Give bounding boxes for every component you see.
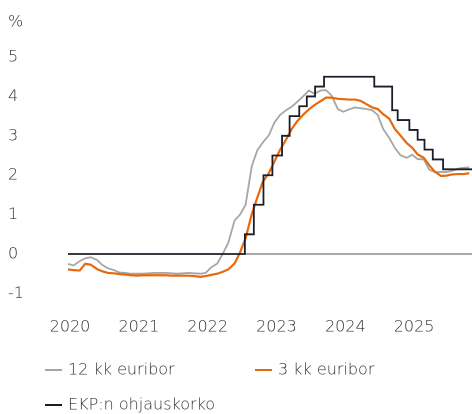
y-tick-label: 5 bbox=[8, 47, 18, 66]
legend-label: 12 kk euribor bbox=[68, 360, 175, 379]
y-tick-label: 3 bbox=[8, 125, 18, 144]
legend-label: EKP:n ohjauskorko bbox=[68, 395, 215, 414]
series-line bbox=[67, 96, 470, 278]
y-axis-label: % bbox=[8, 12, 23, 31]
x-tick-label: 2024 bbox=[325, 317, 366, 336]
x-tick-label: 2020 bbox=[50, 317, 91, 336]
x-tick-label: 2023 bbox=[256, 317, 297, 336]
x-tick-label: 2022 bbox=[187, 317, 228, 336]
y-tick-label: -1 bbox=[8, 283, 24, 302]
x-tick-label: 2021 bbox=[118, 317, 159, 336]
series-line bbox=[68, 75, 472, 255]
legend-label: 3 kk euribor bbox=[278, 360, 375, 379]
y-tick-label: 4 bbox=[8, 86, 18, 105]
y-tick-label: 0 bbox=[8, 244, 18, 263]
x-tick-label: 2025 bbox=[394, 317, 435, 336]
y-tick-label: 1 bbox=[8, 204, 18, 223]
series-line bbox=[67, 89, 470, 275]
y-tick-label: 2 bbox=[8, 165, 18, 184]
